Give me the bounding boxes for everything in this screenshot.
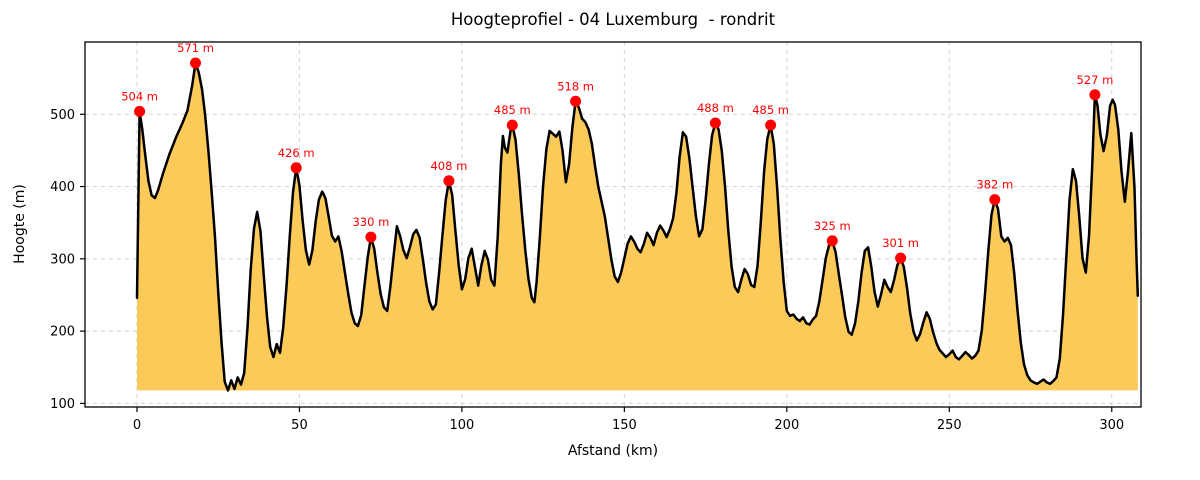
peak-label: 330 m	[352, 215, 389, 229]
peak-marker	[709, 117, 721, 129]
y-tick-label: 500	[50, 108, 75, 123]
peak-label: 504 m	[121, 89, 158, 103]
peak-marker	[826, 235, 838, 247]
peak-label: 571 m	[177, 41, 214, 55]
x-tick-label: 150	[612, 418, 637, 433]
peak-marker	[1089, 89, 1101, 101]
peak-marker	[989, 194, 1001, 206]
peak-label: 325 m	[814, 219, 851, 233]
x-tick-label: 100	[449, 418, 474, 433]
peak-label: 488 m	[697, 101, 734, 115]
peak-marker	[443, 175, 455, 187]
peak-label: 408 m	[430, 159, 467, 173]
peak-label: 301 m	[882, 236, 919, 250]
x-tick-label: 0	[133, 418, 141, 433]
peak-marker	[365, 231, 377, 243]
elevation-line	[135, 61, 1140, 392]
peak-marker	[134, 105, 146, 117]
y-axis-label: Hoogte (m)	[12, 184, 28, 264]
chart-title: Hoogteprofiel - 04 Luxemburg - rondrit	[450, 10, 776, 29]
x-tick-label: 300	[1099, 418, 1124, 433]
peak-label: 485 m	[752, 103, 789, 117]
peak-label: 426 m	[278, 146, 315, 160]
y-tick-label: 200	[50, 325, 75, 340]
y-tick-label: 100	[50, 397, 75, 412]
peak-marker	[570, 95, 582, 107]
elevation-area	[137, 63, 1138, 391]
y-tick-label: 400	[50, 180, 75, 195]
peak-label: 382 m	[976, 178, 1013, 192]
peak-label: 518 m	[557, 79, 594, 93]
x-axis-label: Afstand (km)	[567, 443, 659, 459]
peak-marker	[290, 162, 302, 174]
peak-label: 485 m	[494, 103, 531, 117]
peak-label: 527 m	[1076, 73, 1113, 87]
peak-marker	[190, 57, 201, 69]
peak-marker	[506, 119, 518, 131]
y-tick-label: 300	[50, 252, 75, 267]
x-tick-label: 50	[291, 418, 308, 433]
peak-marker	[895, 252, 907, 264]
plot-border	[84, 41, 1142, 408]
x-tick-label: 200	[774, 418, 799, 433]
x-tick-label: 250	[937, 418, 962, 433]
peak-marker	[765, 119, 777, 131]
